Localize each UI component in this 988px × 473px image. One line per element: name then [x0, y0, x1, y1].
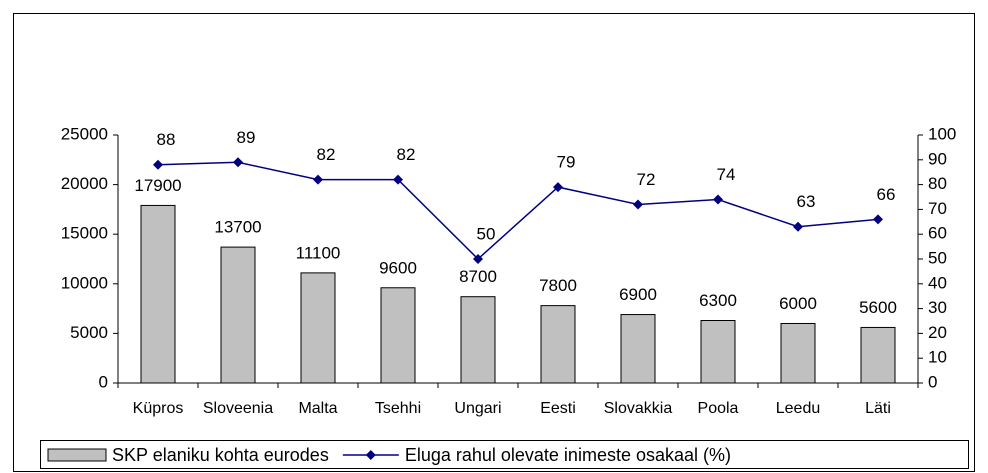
x-tick-label: Leedu: [776, 400, 821, 417]
line-marker: [873, 214, 883, 225]
x-tick-label: Malta: [298, 400, 337, 417]
legend-swatch: [47, 448, 107, 462]
bar-value-label: 8700: [459, 267, 497, 286]
line-value-label: 89: [237, 128, 256, 147]
y2-tick-label: 30: [928, 298, 947, 317]
y-tick-label: 10000: [61, 273, 108, 292]
x-tick-label: Slovakkia: [604, 400, 673, 417]
y2-tick-label: 80: [928, 174, 947, 193]
y-tick-label: 25000: [61, 124, 108, 143]
bar-value-label: 17900: [134, 176, 181, 195]
y2-tick-label: 90: [928, 149, 947, 168]
y2-tick-label: 50: [928, 248, 947, 267]
bar-value-label: 11100: [296, 243, 341, 262]
line-marker: [633, 199, 643, 210]
line: [157, 161, 879, 261]
bar: [700, 320, 736, 384]
line-value-label: 79: [557, 153, 576, 172]
line-value-label: 50: [477, 224, 496, 243]
legend-label: Eluga rahul olevate inimeste osakaal (%): [405, 445, 731, 465]
bar: [220, 246, 256, 384]
legend-marker: [365, 450, 376, 460]
line-marker: [713, 194, 723, 205]
bar: [540, 305, 576, 384]
x-tick-label: Sloveenia: [203, 400, 273, 417]
bar-value-label: 7800: [539, 276, 577, 295]
y-tick-label: 0: [99, 372, 108, 391]
legend-label: SKP elaniku kohta eurodes: [112, 445, 329, 465]
bar: [140, 204, 176, 384]
y-tick-label: 5000: [70, 323, 108, 342]
y2-tick-label: 10: [928, 348, 947, 367]
y2-tick-label: 70: [928, 199, 947, 218]
line-marker: [233, 157, 243, 168]
line-value-label: 74: [717, 165, 736, 184]
y-tick-label: 20000: [61, 174, 108, 193]
line-marker: [473, 254, 483, 264]
line-marker: [393, 174, 403, 185]
line-marker: [153, 159, 163, 170]
line-value-label: 88: [157, 130, 176, 149]
x-tick-label: Küpros: [133, 400, 184, 417]
y-tick-label: 15000: [61, 224, 108, 243]
line-value-label: 66: [877, 185, 896, 204]
y2-tick-label: 60: [928, 224, 947, 243]
bar-value-label: 6900: [619, 285, 657, 304]
legend: [40, 440, 969, 469]
line-marker: [793, 221, 803, 232]
line-value-label: 63: [797, 192, 816, 211]
bar-value-label: 6300: [699, 291, 737, 310]
bar-value-label: 9600: [379, 258, 417, 277]
y2-tick-label: 40: [928, 273, 947, 292]
bar-value-label: 13700: [214, 218, 261, 237]
x-tick-label: Tsehhi: [375, 400, 421, 417]
line-value-label: 82: [317, 145, 336, 164]
bar: [620, 314, 656, 384]
y2-tick-label: 0: [928, 372, 937, 391]
line-value-label: 82: [397, 145, 416, 164]
bar-value-label: 5600: [859, 298, 897, 317]
line-marker: [553, 182, 563, 193]
bar-value-label: 6000: [779, 294, 817, 313]
line-marker: [313, 174, 323, 185]
x-tick-label: Poola: [698, 400, 739, 417]
bar: [380, 287, 416, 384]
x-tick-label: Läti: [865, 400, 891, 417]
line-value-label: 72: [637, 170, 656, 189]
bar: [780, 322, 816, 384]
x-tick-label: Eesti: [540, 400, 576, 417]
bar: [460, 296, 496, 384]
y2-tick-label: 100: [928, 124, 956, 143]
bar: [860, 326, 896, 384]
x-tick-label: Ungari: [454, 400, 501, 417]
y2-tick-label: 20: [928, 323, 947, 342]
bar: [300, 272, 336, 384]
